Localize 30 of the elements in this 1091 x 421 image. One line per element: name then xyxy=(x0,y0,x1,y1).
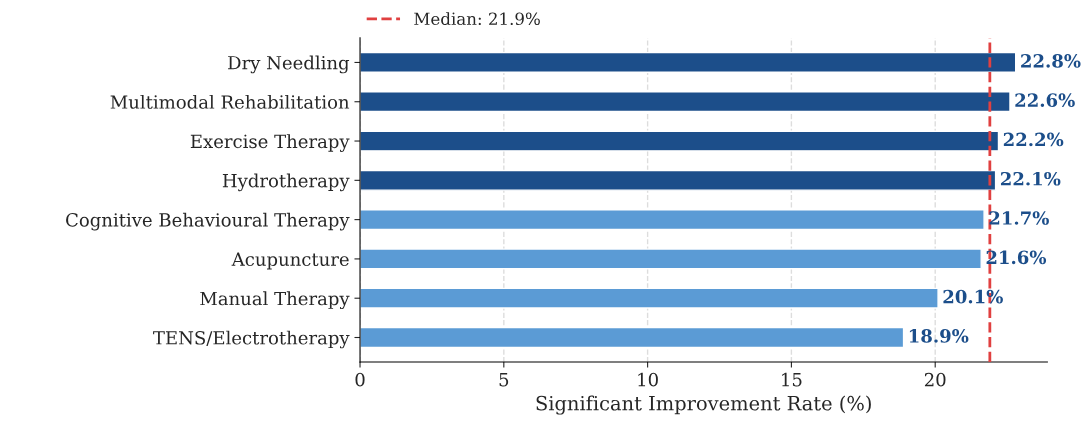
data-label: 22.2% xyxy=(1003,132,1064,147)
data-label: 22.1% xyxy=(1000,171,1061,186)
bar xyxy=(360,326,905,349)
bar xyxy=(360,248,982,270)
bar xyxy=(360,287,939,309)
legend-label: Median: 21.9% xyxy=(414,12,540,26)
bar xyxy=(360,169,997,191)
y-tick-label: Exercise Therapy xyxy=(190,134,350,152)
data-label: 21.7% xyxy=(989,211,1049,225)
x-axis-title: Significant Improvement Rate (%) xyxy=(536,395,871,415)
y-tick-label: Multimodal Rehabilitation xyxy=(110,94,350,109)
y-tick-label: Cognitive Behavioural Therapy xyxy=(66,212,350,231)
data-label: 22.8% xyxy=(1021,54,1081,68)
y-tick-label: Dry Needling xyxy=(228,55,350,74)
bar xyxy=(360,130,1000,152)
y-tick-label: TENS/Electrotherapy xyxy=(153,330,350,349)
y-tick-label: Manual Therapy xyxy=(200,291,350,310)
data-label: 18.9% xyxy=(909,329,969,343)
data-label: 22.6% xyxy=(1015,93,1075,107)
x-tick-label: 5 xyxy=(499,373,509,387)
x-tick-label: 0 xyxy=(355,372,365,387)
data-label: 21.6% xyxy=(986,250,1047,265)
bar xyxy=(360,91,1011,113)
bar xyxy=(360,51,1017,73)
y-tick-label: Acupuncture xyxy=(231,252,349,270)
x-tick-label: 15 xyxy=(782,372,802,387)
y-tick-label: Hydrotherapy xyxy=(222,173,350,192)
bar xyxy=(360,209,985,231)
x-tick-label: 20 xyxy=(924,372,946,387)
x-tick-label: 10 xyxy=(638,372,658,387)
